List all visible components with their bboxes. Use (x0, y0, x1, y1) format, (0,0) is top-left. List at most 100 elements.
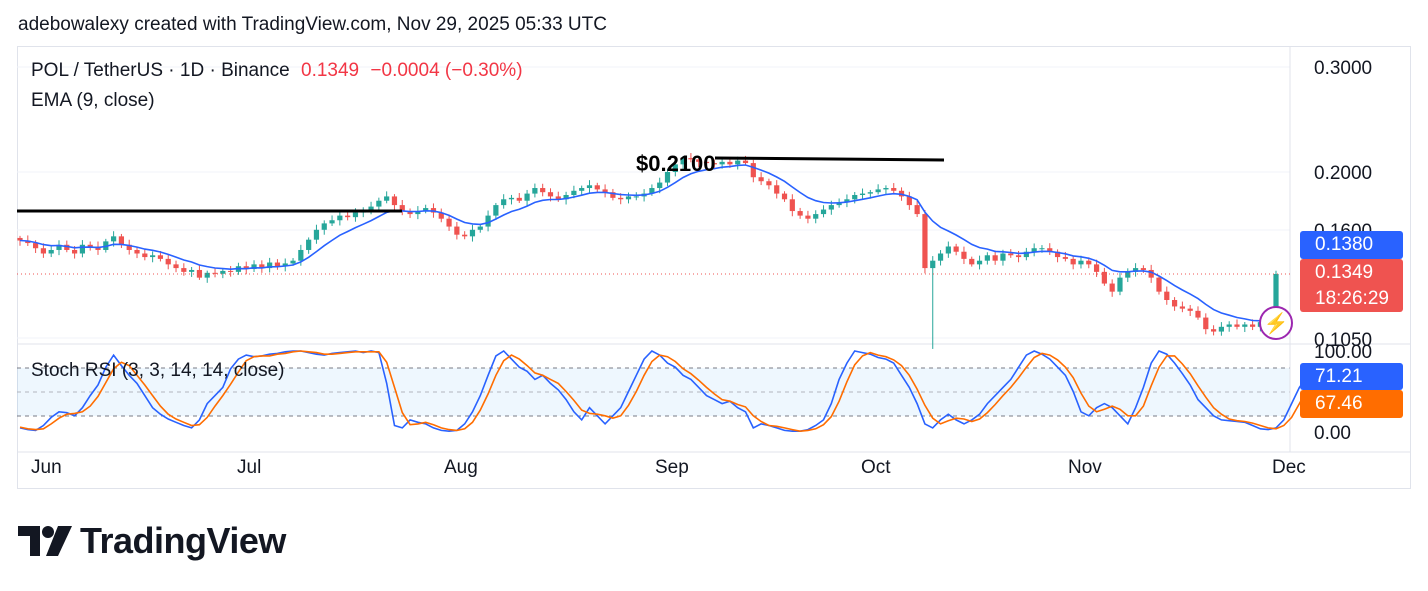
stoch-d-line (19, 350, 1316, 433)
candle-body (532, 188, 538, 194)
stoch-axis-ticks: 100.00 0.00 (1314, 342, 1372, 444)
candle-body (446, 218, 452, 227)
candle-body (1039, 248, 1045, 250)
candle-body (1249, 324, 1256, 327)
candle-body (969, 258, 975, 265)
candle-body (680, 158, 686, 165)
candle-body (251, 264, 257, 270)
symbol-name: POL / TetherUS · 1D · Binance (31, 60, 290, 81)
candle-body (407, 211, 413, 215)
candle-body (438, 212, 444, 219)
candle-body (696, 159, 702, 162)
candle-body (298, 249, 304, 261)
candle-body (384, 196, 390, 201)
candle-body (852, 195, 858, 200)
grid-lines (17, 66, 1290, 339)
chart-panel[interactable] (17, 46, 1411, 489)
candle-body (976, 260, 983, 265)
candle-body (204, 272, 210, 278)
lightning-icon[interactable]: ⚡ (1259, 306, 1293, 340)
candle-body (633, 196, 639, 198)
candle-body (259, 264, 265, 269)
stoch-k-line (19, 349, 1316, 433)
candle-body (1132, 268, 1139, 272)
candle-body (1109, 283, 1115, 292)
candle-body (750, 163, 756, 178)
last-price-tag: 0.1349 18:26:29 (1300, 259, 1403, 312)
stoch-tick-label: 100.00 (1314, 342, 1372, 363)
candle-body (56, 244, 62, 250)
candle-body (859, 193, 866, 196)
candle-body (1156, 277, 1162, 292)
candle-body (774, 185, 780, 194)
candle-body (540, 188, 546, 193)
candle-body (672, 164, 678, 172)
candle-body (423, 208, 429, 212)
candle-body (1195, 310, 1201, 318)
candle-body (306, 239, 312, 250)
candle-body (399, 205, 405, 212)
resistance-line (714, 156, 945, 162)
candle-body (844, 199, 850, 203)
stoch-legend[interactable]: Stoch RSI (3, 3, 14, 14, close) (31, 360, 285, 381)
candle-body (376, 200, 382, 207)
candle-body (547, 192, 554, 197)
candle-body (742, 160, 749, 164)
time-tick-label: Aug (444, 457, 478, 478)
price-tick-label: 0.1050 (1314, 330, 1372, 351)
candle-body (142, 253, 148, 258)
candle-body (173, 264, 179, 269)
candle-body (1218, 326, 1224, 332)
candle-body (212, 272, 218, 274)
candle-body (1117, 277, 1123, 292)
candle-body (1242, 324, 1248, 327)
candle-body (126, 244, 132, 250)
candle-body (524, 193, 530, 201)
symbol-legend[interactable]: POL / TetherUS · 1D · Binance 0.1349 −0.… (31, 60, 523, 82)
candle-body (1086, 260, 1092, 265)
candle-body (1101, 271, 1107, 284)
candle-body (368, 206, 374, 212)
candle-body (789, 199, 795, 212)
bar-countdown: 18:26:29 (1315, 288, 1389, 309)
candle-body (657, 182, 663, 189)
candle-body (914, 205, 920, 215)
candle-body (610, 192, 616, 198)
candle-body (118, 236, 125, 245)
candle-body (1023, 251, 1029, 258)
candle-body (391, 196, 398, 206)
tradingview-logo: TradingView (18, 520, 286, 562)
candle-body (1234, 324, 1240, 327)
candle-body (477, 226, 483, 230)
time-tick-label: Jul (237, 457, 261, 478)
stoch-d-tag: 67.46 (1300, 390, 1403, 418)
candle-body (945, 246, 951, 254)
candle-body (579, 188, 585, 191)
candle-body (922, 214, 928, 269)
candle-body (165, 258, 171, 265)
ema-legend[interactable]: EMA (9, close) (31, 90, 155, 111)
candle-body (454, 226, 460, 235)
candle-body (220, 270, 226, 274)
time-tick-label: Oct (861, 457, 891, 478)
candle-body (1273, 273, 1279, 325)
stoch-band (17, 368, 1290, 416)
candle-body (735, 160, 741, 165)
last-price-value: 0.1349 (1315, 262, 1374, 283)
time-axis-labels: Jun Jul Aug Sep Oct Nov Dec (31, 457, 1306, 478)
logo-wordmark: TradingView (80, 520, 286, 561)
candle-body (462, 234, 468, 237)
candle-body (1148, 269, 1154, 278)
candle-body (313, 229, 320, 240)
candle-body (937, 253, 944, 261)
candle-body (17, 237, 23, 241)
legend-price: 0.1349 (301, 60, 360, 81)
candle-body (820, 209, 827, 215)
candle-body (703, 161, 710, 164)
candle-body (282, 263, 288, 267)
candle-body (961, 251, 967, 259)
annotation-label: $0.2100 (636, 151, 716, 176)
candle-body (181, 268, 187, 272)
candle-body (984, 255, 990, 261)
